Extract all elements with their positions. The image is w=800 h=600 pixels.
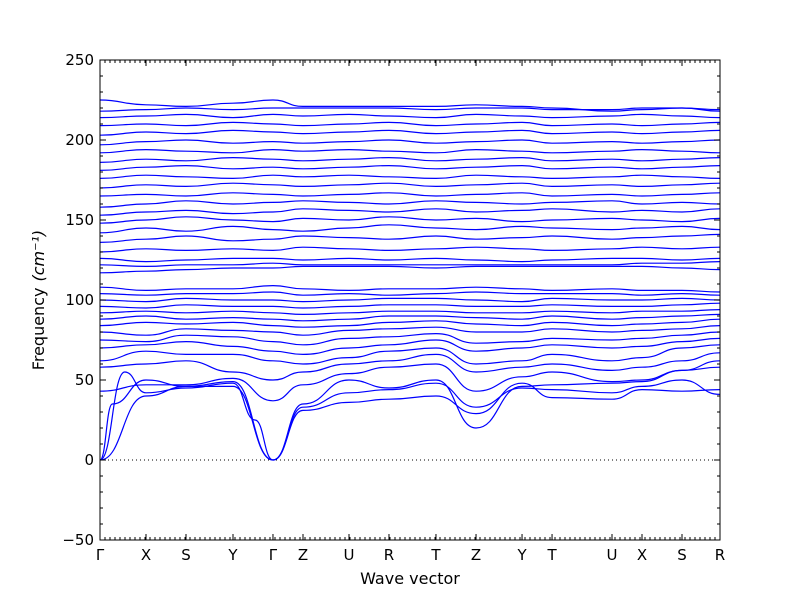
x-tick-label: Γ [96,546,105,564]
band-line-24 [100,224,720,234]
band-line-31 [100,164,720,171]
band-line-37 [100,113,720,119]
band-line-17 [100,291,720,296]
band-line-18 [100,284,720,293]
y-tick-label: 0 [84,451,94,469]
band-line-39 [100,99,720,112]
band-line-5 [272,366,720,461]
x-tick-label: Z [471,546,481,564]
band-line-28 [100,192,720,197]
band-line-13 [100,313,720,322]
x-tick-label: T [430,546,441,564]
band-line-12 [100,318,720,328]
band-line-4 [272,379,720,461]
x-tick-label: S [677,546,687,564]
y-axis-label-text: Frequency [29,288,48,371]
band-line-25 [100,216,720,224]
band-line-27 [100,200,720,208]
band-line-21 [100,257,720,263]
band-line-16 [100,297,720,303]
band-line-32 [100,156,720,163]
band-line-6 [100,360,720,402]
band-line-19 [100,265,720,274]
band-line-7 [100,352,720,381]
band-line-3 [272,382,720,461]
x-tick-label: T [546,546,557,564]
band-line-9 [100,337,720,356]
band-line-20 [100,261,720,268]
plot-frame [99,59,721,541]
band-line-38 [100,107,720,112]
band-line-26 [100,208,720,216]
band-line-29 [100,182,720,189]
band-line-22 [100,246,720,253]
y-tick-label: 200 [65,131,94,149]
band-line-14 [100,309,720,316]
x-tick-label: U [607,546,618,564]
band-line-34 [100,139,720,146]
x-tick-label: U [343,546,354,564]
x-tick-label: Γ [269,546,278,564]
band-line-30 [100,174,720,180]
x-tick-label: Y [516,546,527,564]
y-axis-label: Frequency (cm⁻¹) [29,230,48,370]
x-tick-label: R [715,546,725,564]
band-line-1 [100,371,274,461]
y-tick-label: −50 [62,531,94,549]
y-tick-label: 150 [65,211,94,229]
y-tick-labels: −50 0 50 100 150 200 250 [62,51,94,549]
band-line-15 [100,302,720,309]
x-tick-label: Z [298,546,308,564]
x-tick-label: Y [227,546,238,564]
x-axis-label: Wave vector [360,569,460,588]
x-tick-label: S [181,546,191,564]
y-axis-unit: (cm⁻¹) [29,230,48,282]
band-line-36 [100,121,720,127]
y-tick-label: 100 [65,291,94,309]
x-tick-label: X [637,546,647,564]
y-tick-label: 250 [65,51,94,69]
band-line-10 [100,331,720,346]
band-line-23 [100,233,720,243]
x-tick-label: R [384,546,394,564]
x-tick-label: X [141,546,151,564]
band-lines [100,99,720,461]
y-tick-label: 50 [75,371,94,389]
band-line-33 [100,148,720,154]
band-line-8 [100,344,720,365]
band-line-35 [100,129,720,136]
band-line-11 [100,325,720,336]
